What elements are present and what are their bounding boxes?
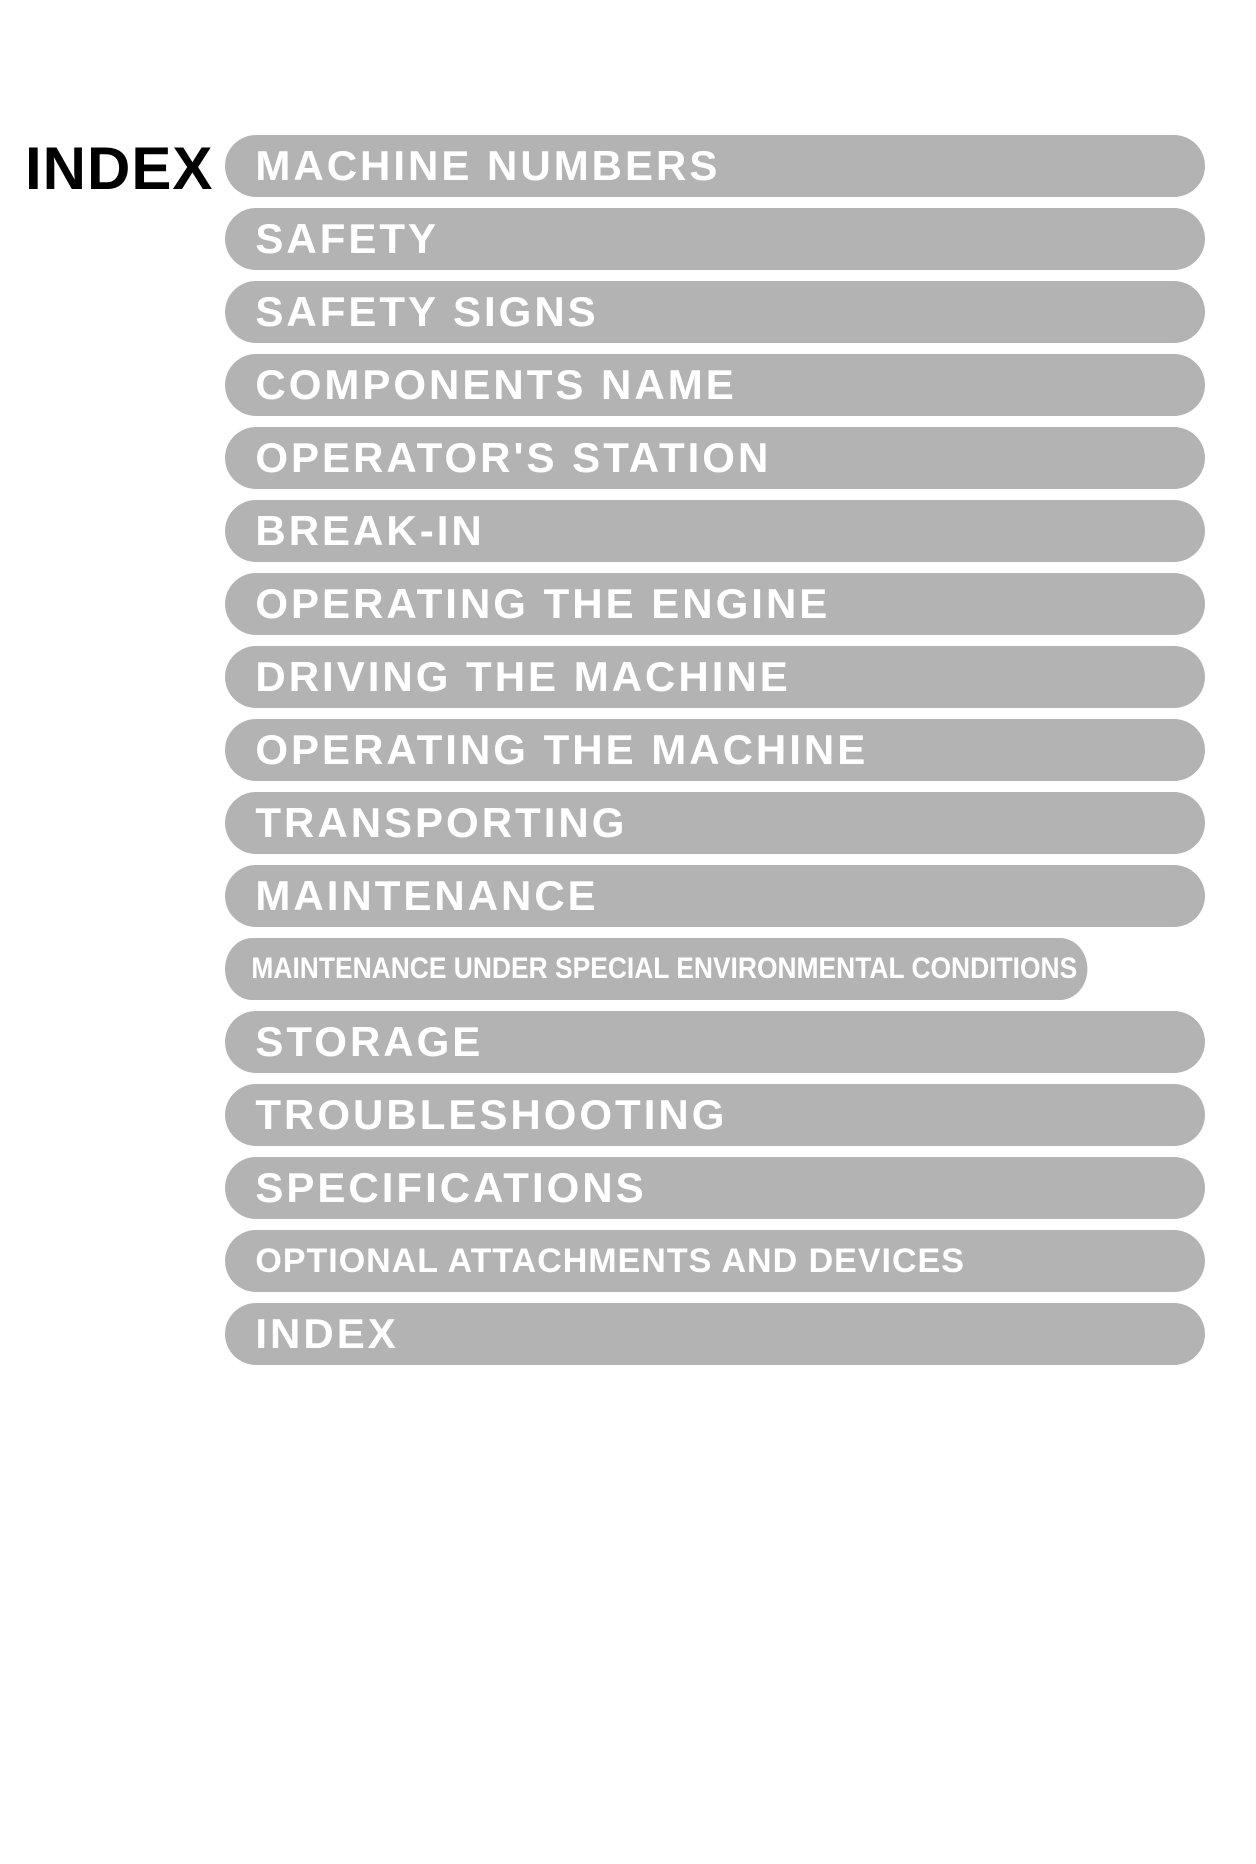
section-label: COMPONENTS NAME [255,361,736,409]
section-label: OPERATING THE MACHINE [255,726,868,774]
section-pill[interactable]: OPERATING THE ENGINE [225,573,1205,635]
section-pill[interactable]: MACHINE NUMBERS [225,135,1205,197]
section-label: MACHINE NUMBERS [255,142,720,190]
section-label: STORAGE [255,1018,483,1066]
section-pill[interactable]: COMPONENTS NAME [225,354,1205,416]
section-pill[interactable]: MAINTENANCE UNDER SPECIAL ENVIRONMENTAL … [225,938,1087,1000]
section-label: INDEX [255,1310,398,1358]
section-label: SAFETY [255,215,439,263]
section-pill[interactable]: BREAK-IN [225,500,1205,562]
section-label: MAINTENANCE [255,872,598,920]
section-pill[interactable]: INDEX [225,1303,1205,1365]
section-label: OPTIONAL ATTACHMENTS AND DEVICES [255,1242,965,1281]
section-pill[interactable]: SAFETY SIGNS [225,281,1205,343]
section-label: MAINTENANCE UNDER SPECIAL ENVIRONMENTAL … [252,952,1078,986]
section-label: OPERATING THE ENGINE [255,580,830,628]
section-pill[interactable]: DRIVING THE MACHINE [225,646,1205,708]
section-pill[interactable]: STORAGE [225,1011,1205,1073]
section-label: DRIVING THE MACHINE [255,653,790,701]
section-list: MACHINE NUMBERS SAFETY SAFETY SIGNS COMP… [225,135,1205,1365]
section-pill[interactable]: MAINTENANCE [225,865,1205,927]
section-label: SPECIFICATIONS [255,1164,646,1212]
section-label: TRANSPORTING [255,799,627,847]
section-pill[interactable]: OPERATING THE MACHINE [225,719,1205,781]
section-label: OPERATOR'S STATION [255,434,771,482]
section-label: SAFETY SIGNS [255,288,598,336]
page-title: INDEX [25,139,213,199]
section-pill[interactable]: OPTIONAL ATTACHMENTS AND DEVICES [225,1230,1205,1292]
section-pill[interactable]: OPERATOR'S STATION [225,427,1205,489]
index-container: INDEX MACHINE NUMBERS SAFETY SAFETY SIGN… [25,135,1205,1365]
section-pill[interactable]: SPECIFICATIONS [225,1157,1205,1219]
section-label: TROUBLESHOOTING [255,1091,727,1139]
section-label: BREAK-IN [255,507,484,555]
section-pill[interactable]: TROUBLESHOOTING [225,1084,1205,1146]
section-pill[interactable]: TRANSPORTING [225,792,1205,854]
section-pill[interactable]: SAFETY [225,208,1205,270]
